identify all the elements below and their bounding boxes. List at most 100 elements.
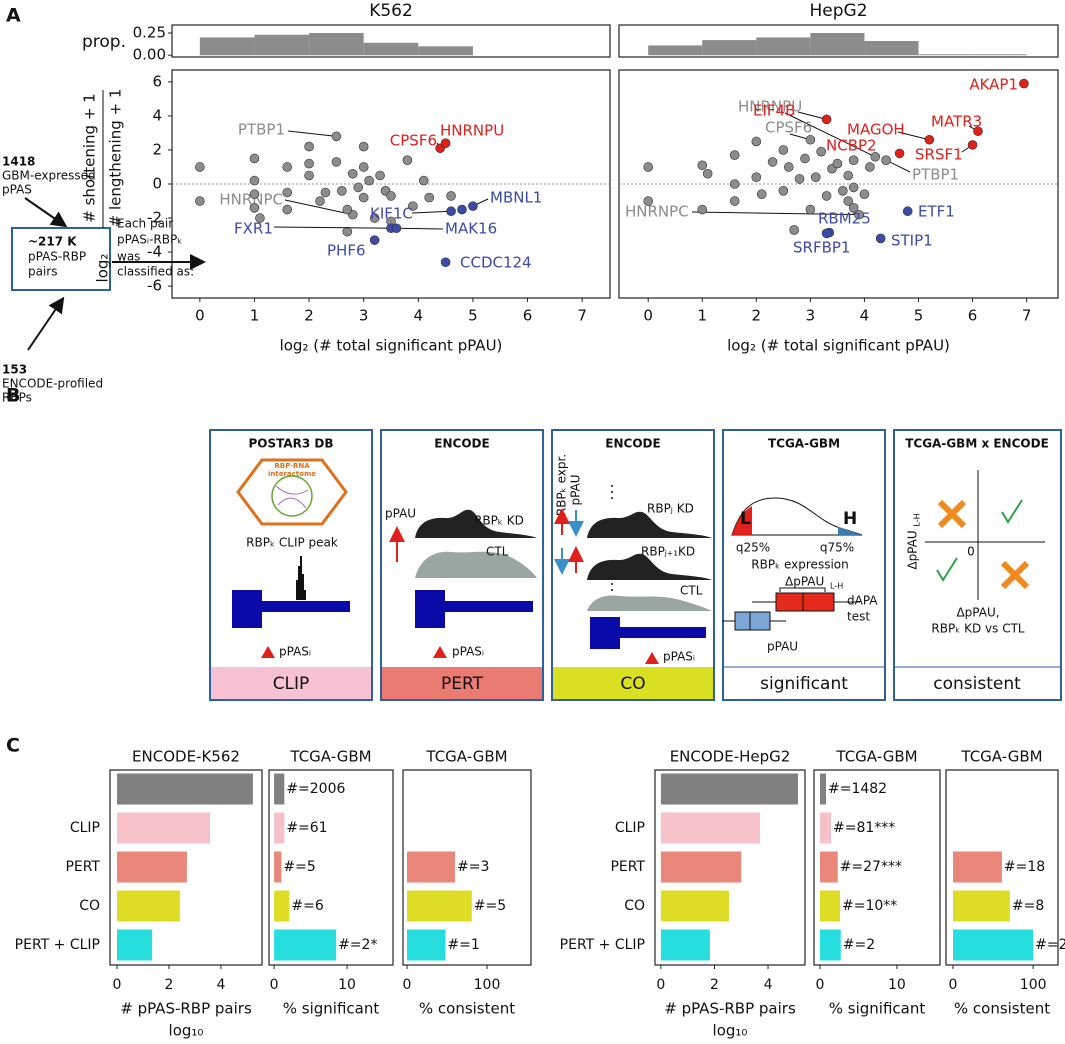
bar-annotation: #=5 [474,898,506,914]
flow-text: classified as: [117,265,194,279]
x-tick-label: 5 [914,307,924,325]
bar-annotation: #=1482 [828,781,887,797]
bar [199,37,255,56]
category-label: PERT [65,859,100,875]
y-tick-label: -2 [147,209,162,227]
bar [254,34,310,56]
panel-label: C [6,735,20,757]
chart-title: TCGA-GBM [289,748,371,766]
box-plot [775,592,835,612]
flow-text: GBM-expressed [2,169,96,183]
bar [117,890,180,922]
bar [820,812,831,844]
triangle [645,652,659,664]
subscript: L-H [830,582,843,591]
box-title: ENCODE [605,437,660,451]
x-tick-label: 0 [949,977,958,993]
bar-annotation: #=3 [457,859,489,875]
co-box: CO ENCODE RBPₖ expr. pPAU RBPⱼ KD RBPⱼ₊₁… [551,429,715,701]
tail-low [732,506,752,535]
point [418,175,429,186]
flow-text: Each pair [117,217,173,231]
point [805,134,816,145]
flow-text: pairs [28,265,58,279]
frame [171,24,611,58]
point [821,114,832,125]
point-label: PTBP1 [238,121,285,139]
point [902,206,913,217]
point [832,158,843,169]
point [816,146,826,157]
x-tick-label: 7 [1022,307,1032,325]
x-tick-label: 4 [764,977,773,993]
point [783,162,794,172]
box-text: H [843,509,857,529]
point [304,158,314,169]
strip [211,667,371,699]
strip [382,667,542,699]
pert-box: PERT ENCODE pPAU RBPₖ KD CTL pPASᵢ [380,429,544,701]
x-tick-label: 4 [860,307,870,325]
gene [590,617,620,649]
point [408,201,418,211]
box-text: ΔpPAU, [956,606,999,620]
box [722,429,886,701]
bar [274,851,282,883]
gene [620,627,706,638]
count: 1418 [2,155,35,169]
x-axis-label: # pPAS-RBP pairs [664,1000,796,1018]
bar [660,812,760,844]
y-tick-label: -4 [147,243,162,261]
bar [274,812,285,844]
x-tick-label: 1 [697,307,707,325]
point [249,203,260,213]
box-text: pPASᵢ [279,645,311,659]
x-axis-label: % significant [829,1000,926,1018]
y-tick-label: 0.25 [133,24,166,42]
point [440,257,451,268]
x-tick-label: 2 [304,307,314,325]
box-text: ΔpPAU [906,530,920,569]
point [369,235,380,245]
category-label: PERT + CLIP [560,937,645,953]
x-axis-label: # pPAS-RBP pairs [120,1000,252,1018]
bar [702,40,757,56]
point [446,206,456,217]
x-tick-label: 0 [816,977,825,993]
y-tick-label: 4 [152,106,162,124]
point [697,204,708,215]
peak [296,556,306,600]
x-axis-label: log₁₀ [713,1022,748,1040]
hex-text: interactome [268,470,316,478]
point [424,192,435,203]
bar [972,54,1027,56]
point-label: STIP1 [891,232,933,250]
chart-title: ENCODE-HepG2 [670,748,791,766]
density [587,595,712,611]
point [967,140,978,150]
arrow [24,197,68,228]
point [353,182,364,193]
point [249,175,260,186]
bar [660,929,710,961]
point [195,162,205,172]
check [936,499,1023,582]
bar-annotation: #=27*** [840,859,902,875]
point [800,153,810,164]
label-connector [797,111,827,120]
flow-text: pPAS-RBP [28,250,86,264]
point [643,196,653,206]
point-label: SRFBP1 [793,239,850,257]
strip-label: CLIP [273,674,310,694]
point [843,170,854,181]
tail-high [838,527,862,535]
x-tick-label: 1 [250,307,260,325]
category-label: PERT + CLIP [15,937,100,953]
point [729,179,740,189]
label-connector [287,130,337,137]
x-tick-label: 6 [523,307,533,325]
bar-annotation: #=8 [1012,898,1044,914]
point [794,174,805,184]
significant-box: significant TCGA-GBM L H q25% q75% RBPₖ … [722,429,886,701]
